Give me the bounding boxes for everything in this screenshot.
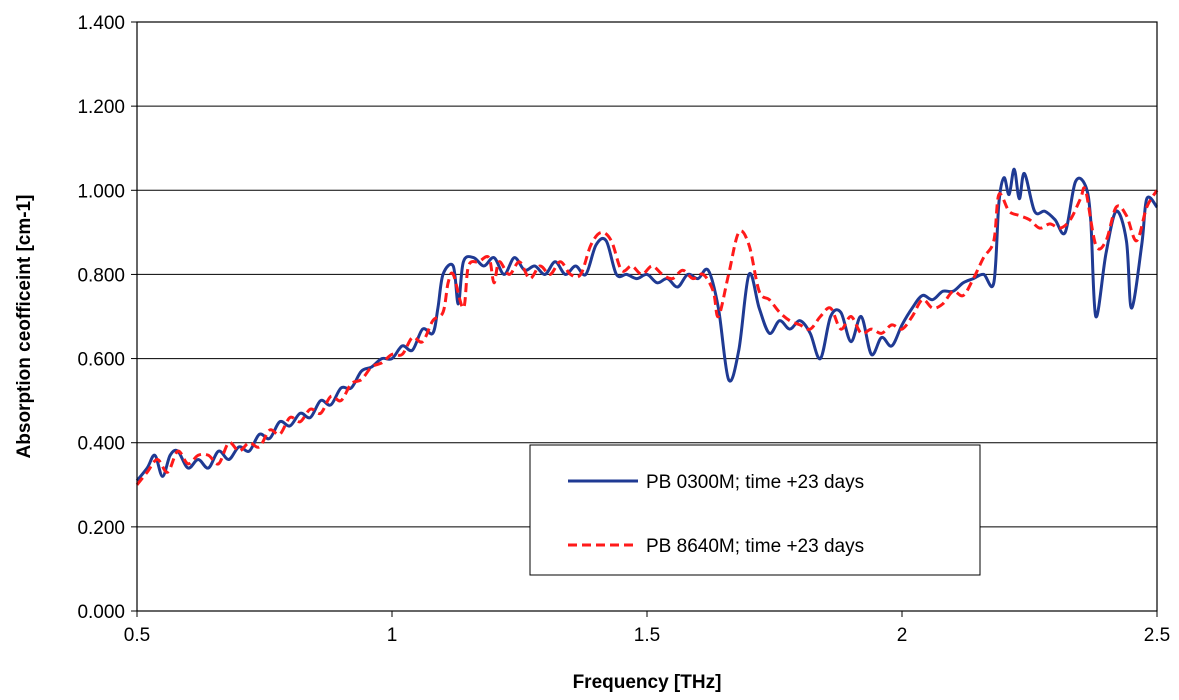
legend: PB 0300M; time +23 days PB 8640M; time +2… <box>529 444 981 576</box>
y-tick-label: 0.400 <box>77 434 125 455</box>
y-tick-label: 1.200 <box>77 97 125 118</box>
x-tick-label: 2 <box>897 625 908 646</box>
x-axis-title: Frequency [THz] <box>573 672 722 693</box>
x-tick-label: 2.5 <box>1144 625 1170 646</box>
legend-label: PB 8640M; time +23 days <box>646 536 864 557</box>
axes-layer: 0.000 0.200 0.400 0.600 0.800 1.000 1.200 1.400… <box>77 13 1170 646</box>
y-tick-label: 0.600 <box>77 350 125 371</box>
legend-box <box>529 444 981 576</box>
y-tick-label: 1.000 <box>77 181 125 202</box>
series-layer <box>135 167 1159 486</box>
plot-frame <box>136 21 1158 612</box>
y-tick-label: 0.000 <box>77 602 125 623</box>
y-tick-label: 0.200 <box>77 518 125 539</box>
y-tick-label: 1.400 <box>77 13 125 34</box>
y-axis-title: Absorption ceofficeint [cm-1] <box>14 195 35 459</box>
y-tick-label: 0.800 <box>77 265 125 286</box>
series-line-1 <box>135 167 1159 482</box>
legend-label: PB 0300M; time +23 days <box>646 472 864 493</box>
series-line-2 <box>135 186 1159 486</box>
x-tick-label: 1.5 <box>634 625 660 646</box>
x-tick-label: 1 <box>387 625 398 646</box>
x-tick-label: 0.5 <box>124 625 150 646</box>
